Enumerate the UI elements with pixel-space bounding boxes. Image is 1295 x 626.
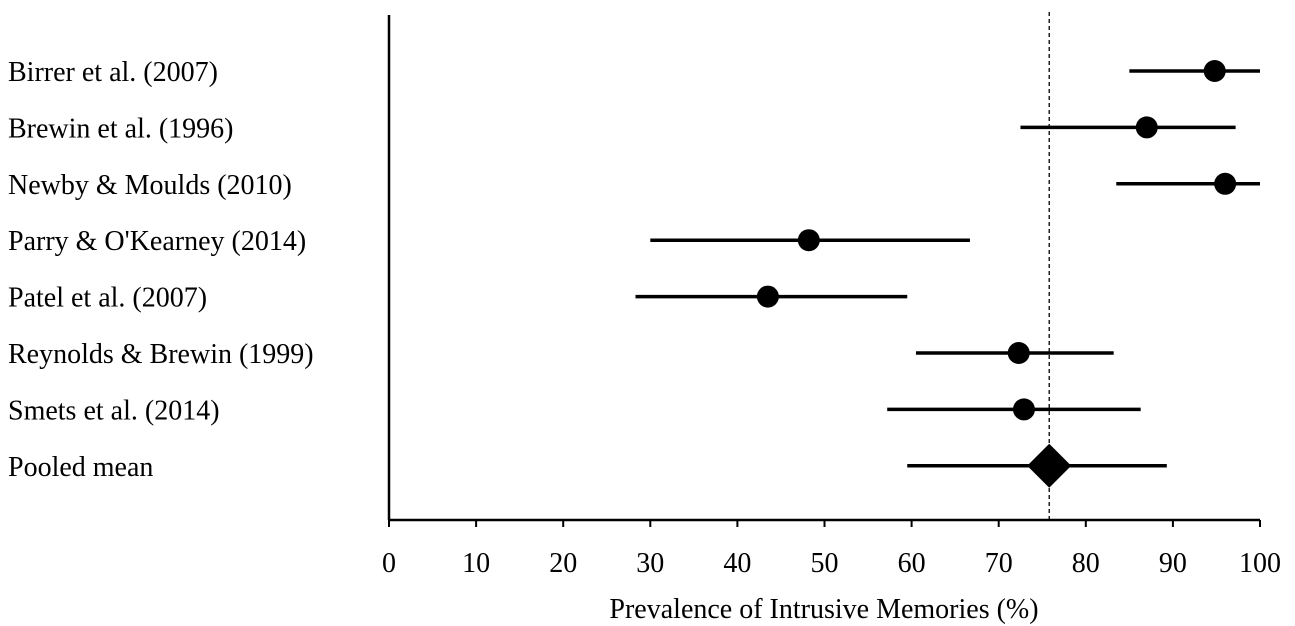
x-tick-label: 20 [549,548,577,579]
study-label: Patel et al. (2007) [8,283,207,314]
x-tick-label: 0 [382,548,396,579]
point-estimate [1214,172,1237,195]
study-label: Smets et al. (2014) [8,395,220,426]
x-tick-label: 70 [985,548,1013,579]
study-label: Newby & Moulds (2010) [8,170,292,201]
x-tick-label: 100 [1239,548,1281,579]
study-label: Parry & O'Kearney (2014) [8,226,306,257]
study-label: Birrer et al. (2007) [8,57,218,88]
study-label: Reynolds & Brewin (1999) [8,339,314,370]
study-label: Brewin et al. (1996) [8,113,234,144]
point-estimate [1007,342,1030,364]
x-tick-label: 10 [462,548,490,579]
point-estimate [1135,116,1158,139]
point-estimate [1203,60,1226,82]
x-tick-label: 80 [1072,548,1100,579]
x-tick-label: 50 [811,548,839,579]
point-estimate [797,229,820,252]
study-label: Pooled mean [8,452,153,483]
x-tick-label: 60 [898,548,926,579]
pooled-estimate-diamond [1027,443,1072,488]
point-estimate [756,285,779,308]
x-tick-label: 90 [1159,548,1187,579]
point-estimate [1012,398,1035,421]
axes [387,15,1260,522]
x-axis-title: Prevalence of Intrusive Memories (%) [609,594,1038,625]
x-tick-label: 30 [636,548,664,579]
x-tick-label: 40 [723,548,751,579]
